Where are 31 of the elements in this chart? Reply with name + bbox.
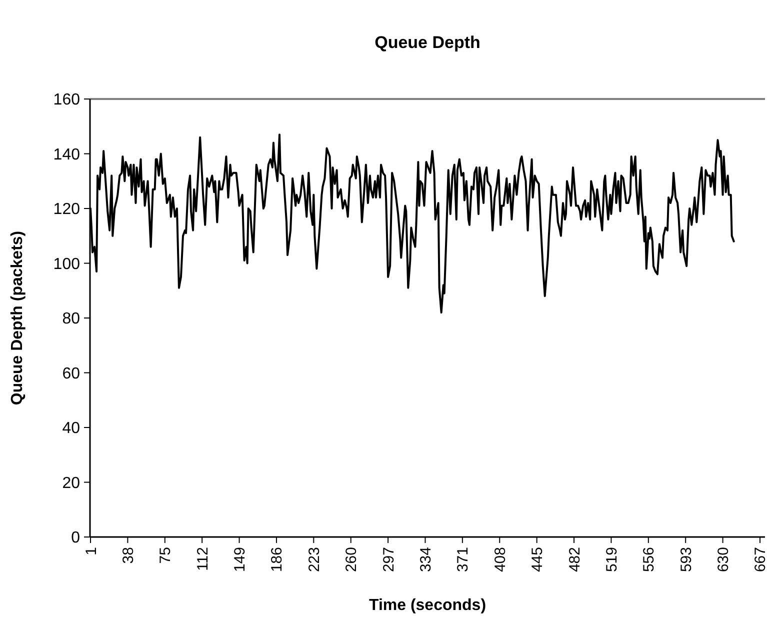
y-tick-label: 0 <box>71 530 80 547</box>
x-tick-label: 260 <box>343 547 360 572</box>
x-tick-label: 1 <box>82 547 100 556</box>
y-tick-label: 60 <box>62 365 80 382</box>
x-tick-label: 334 <box>417 547 434 572</box>
y-tick-label: 20 <box>62 474 80 492</box>
y-tick-label: 80 <box>62 310 80 328</box>
x-tick-label: 408 <box>492 547 509 572</box>
x-tick-label: 371 <box>454 547 472 572</box>
x-axis-title: Time (seconds) <box>368 597 486 614</box>
x-tick-label: 556 <box>640 547 658 572</box>
x-tick-label: 667 <box>752 547 767 572</box>
x-tick-label: 223 <box>306 547 323 572</box>
x-tick-label: 297 <box>380 547 398 572</box>
x-tick-label: 38 <box>120 547 137 564</box>
x-tick-label: 186 <box>268 547 286 572</box>
x-tick-label: 630 <box>715 547 732 572</box>
y-tick-label: 40 <box>62 420 80 438</box>
x-tick-label: 593 <box>678 547 695 572</box>
x-tick-label: 75 <box>157 547 174 564</box>
y-tick-label: 120 <box>53 201 80 218</box>
x-tick-label: 445 <box>529 547 546 572</box>
chart-title: Queue Depth <box>374 33 480 52</box>
x-tick-label: 519 <box>603 547 620 572</box>
y-tick-label: 100 <box>53 256 80 273</box>
y-tick-label: 140 <box>53 146 80 164</box>
y-axis-title: Queue Depth (packets) <box>9 230 26 406</box>
x-tick-label: 149 <box>232 547 249 572</box>
x-tick-label: 112 <box>194 547 212 571</box>
x-tick-label: 482 <box>566 547 584 572</box>
y-tick-label: 160 <box>53 92 80 109</box>
